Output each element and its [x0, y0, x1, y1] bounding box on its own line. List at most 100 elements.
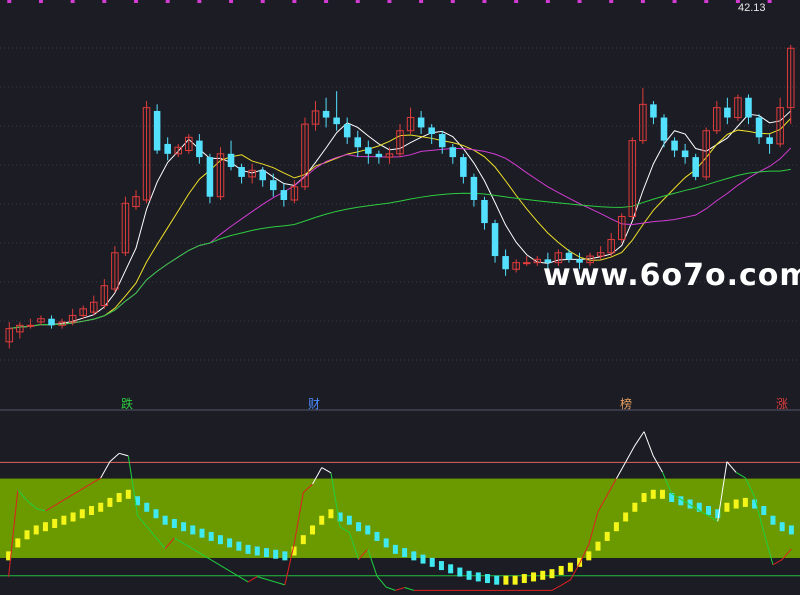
candle-body	[533, 258, 542, 264]
oscillator-bar	[245, 544, 251, 554]
oscillator-line-segment	[26, 500, 37, 509]
candle-body	[58, 321, 66, 326]
candle-body	[89, 301, 98, 313]
oscillator-line-segment	[63, 494, 74, 501]
top-marker	[387, 0, 392, 3]
oscillator-bar	[15, 538, 21, 548]
oscillator-line-segment	[395, 586, 405, 591]
oscillator-bar	[6, 551, 12, 561]
top-marker	[102, 0, 107, 3]
candle-body	[565, 252, 573, 260]
candle-body	[681, 150, 689, 158]
candle-body	[522, 262, 531, 265]
oscillator-bar	[549, 569, 555, 579]
oscillator-line-segment	[634, 431, 645, 446]
candle-body	[248, 169, 256, 178]
oscillator-bar	[125, 489, 131, 499]
oscillator-line-segment	[302, 483, 313, 493]
signal-label: 财	[308, 397, 320, 411]
top-marker	[545, 0, 550, 3]
oscillator-line-segment	[643, 431, 654, 457]
top-marker	[450, 0, 455, 3]
candle-body	[396, 130, 404, 155]
oscillator-line-segment	[266, 578, 276, 583]
oscillator-line-segment	[54, 499, 65, 506]
oscillator-line-segment	[386, 586, 396, 591]
oscillator-bar	[586, 551, 592, 561]
candle-body	[755, 117, 763, 138]
candle-body	[576, 259, 583, 263]
oscillator-line-segment	[597, 494, 608, 512]
oscillator-line-segment	[275, 581, 286, 586]
top-marker	[640, 0, 645, 3]
oscillator-line-segment	[284, 544, 295, 585]
top-marker	[165, 0, 170, 3]
candle-body	[280, 190, 288, 200]
oscillator-line-segment	[72, 488, 83, 495]
oscillator-bar	[116, 493, 122, 503]
oscillator-line-segment	[312, 467, 323, 485]
oscillator-bar	[337, 512, 343, 522]
candle-body	[692, 157, 699, 177]
oscillator-bar	[752, 499, 758, 509]
oscillator-bar	[512, 575, 518, 585]
oscillator-line-segment	[257, 576, 267, 580]
oscillator-bar	[162, 515, 168, 525]
oscillator-bar	[466, 570, 472, 580]
oscillator-bar	[24, 530, 30, 540]
candle-body	[132, 196, 140, 208]
oscillator-line-segment	[579, 544, 590, 564]
oscillator-line-segment	[671, 493, 682, 500]
oscillator-line-segment	[174, 537, 184, 544]
oscillator-bar	[613, 522, 619, 532]
candle-body	[713, 107, 721, 132]
oscillator-line-segment	[109, 452, 120, 462]
watermark: www.6o7o.com	[543, 258, 800, 293]
candle-body	[322, 110, 330, 118]
candle-body	[142, 107, 151, 201]
oscillator-bar	[144, 502, 150, 512]
oscillator-bar	[402, 548, 408, 558]
oscillator-bar	[706, 506, 712, 515]
candle-body	[671, 140, 678, 151]
oscillator-bar	[742, 497, 748, 507]
top-marker	[324, 0, 329, 3]
oscillator-line-segment	[615, 461, 627, 479]
oscillator-bar	[678, 496, 684, 506]
candle-body	[259, 170, 266, 181]
oscillator-line-segment	[662, 471, 673, 495]
oscillator-line-segment	[210, 559, 221, 566]
oscillator-line-segment	[330, 472, 341, 527]
top-marker	[38, 0, 43, 3]
oscillator-bar	[779, 522, 785, 532]
candle-body	[617, 215, 626, 241]
candle-body	[354, 137, 362, 148]
candle-body	[628, 140, 637, 217]
candle-body	[724, 107, 731, 118]
oscillator-bar	[236, 541, 242, 551]
top-marker	[482, 0, 487, 3]
oscillator-bar	[788, 525, 794, 535]
candle-body	[449, 147, 457, 158]
oscillator-bar	[300, 535, 306, 545]
oscillator-line-segment	[36, 507, 46, 512]
top-marker	[704, 0, 709, 3]
oscillator-line-segment	[763, 531, 774, 565]
candle-body	[37, 318, 45, 323]
candle-body	[270, 180, 277, 191]
oscillator-bar	[42, 522, 48, 532]
oscillator-line-segment	[247, 576, 258, 583]
oscillator-bar	[567, 562, 573, 572]
oscillator-bar	[659, 489, 665, 499]
candle-body	[290, 186, 299, 201]
signal-label: 跌	[121, 396, 133, 411]
candle-body	[586, 255, 594, 264]
candle-body	[48, 318, 55, 326]
oscillator-bar	[227, 538, 233, 548]
oscillator-bar	[328, 509, 334, 519]
oscillator-line-segment	[652, 455, 663, 473]
oscillator-line-segment	[155, 537, 166, 549]
oscillator-line-segment	[708, 515, 718, 522]
oscillator-bar	[623, 512, 629, 522]
oscillator-bar	[190, 525, 196, 535]
